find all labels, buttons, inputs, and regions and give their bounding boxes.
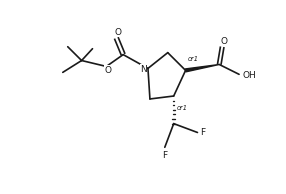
Text: O: O: [115, 28, 122, 37]
Text: or1: or1: [188, 55, 198, 61]
Polygon shape: [185, 64, 219, 72]
Text: O: O: [105, 66, 112, 75]
Text: N: N: [140, 65, 147, 74]
Text: OH: OH: [242, 71, 256, 80]
Text: or1: or1: [177, 105, 188, 111]
Text: F: F: [162, 151, 167, 160]
Text: O: O: [221, 37, 228, 46]
Text: F: F: [200, 128, 206, 137]
